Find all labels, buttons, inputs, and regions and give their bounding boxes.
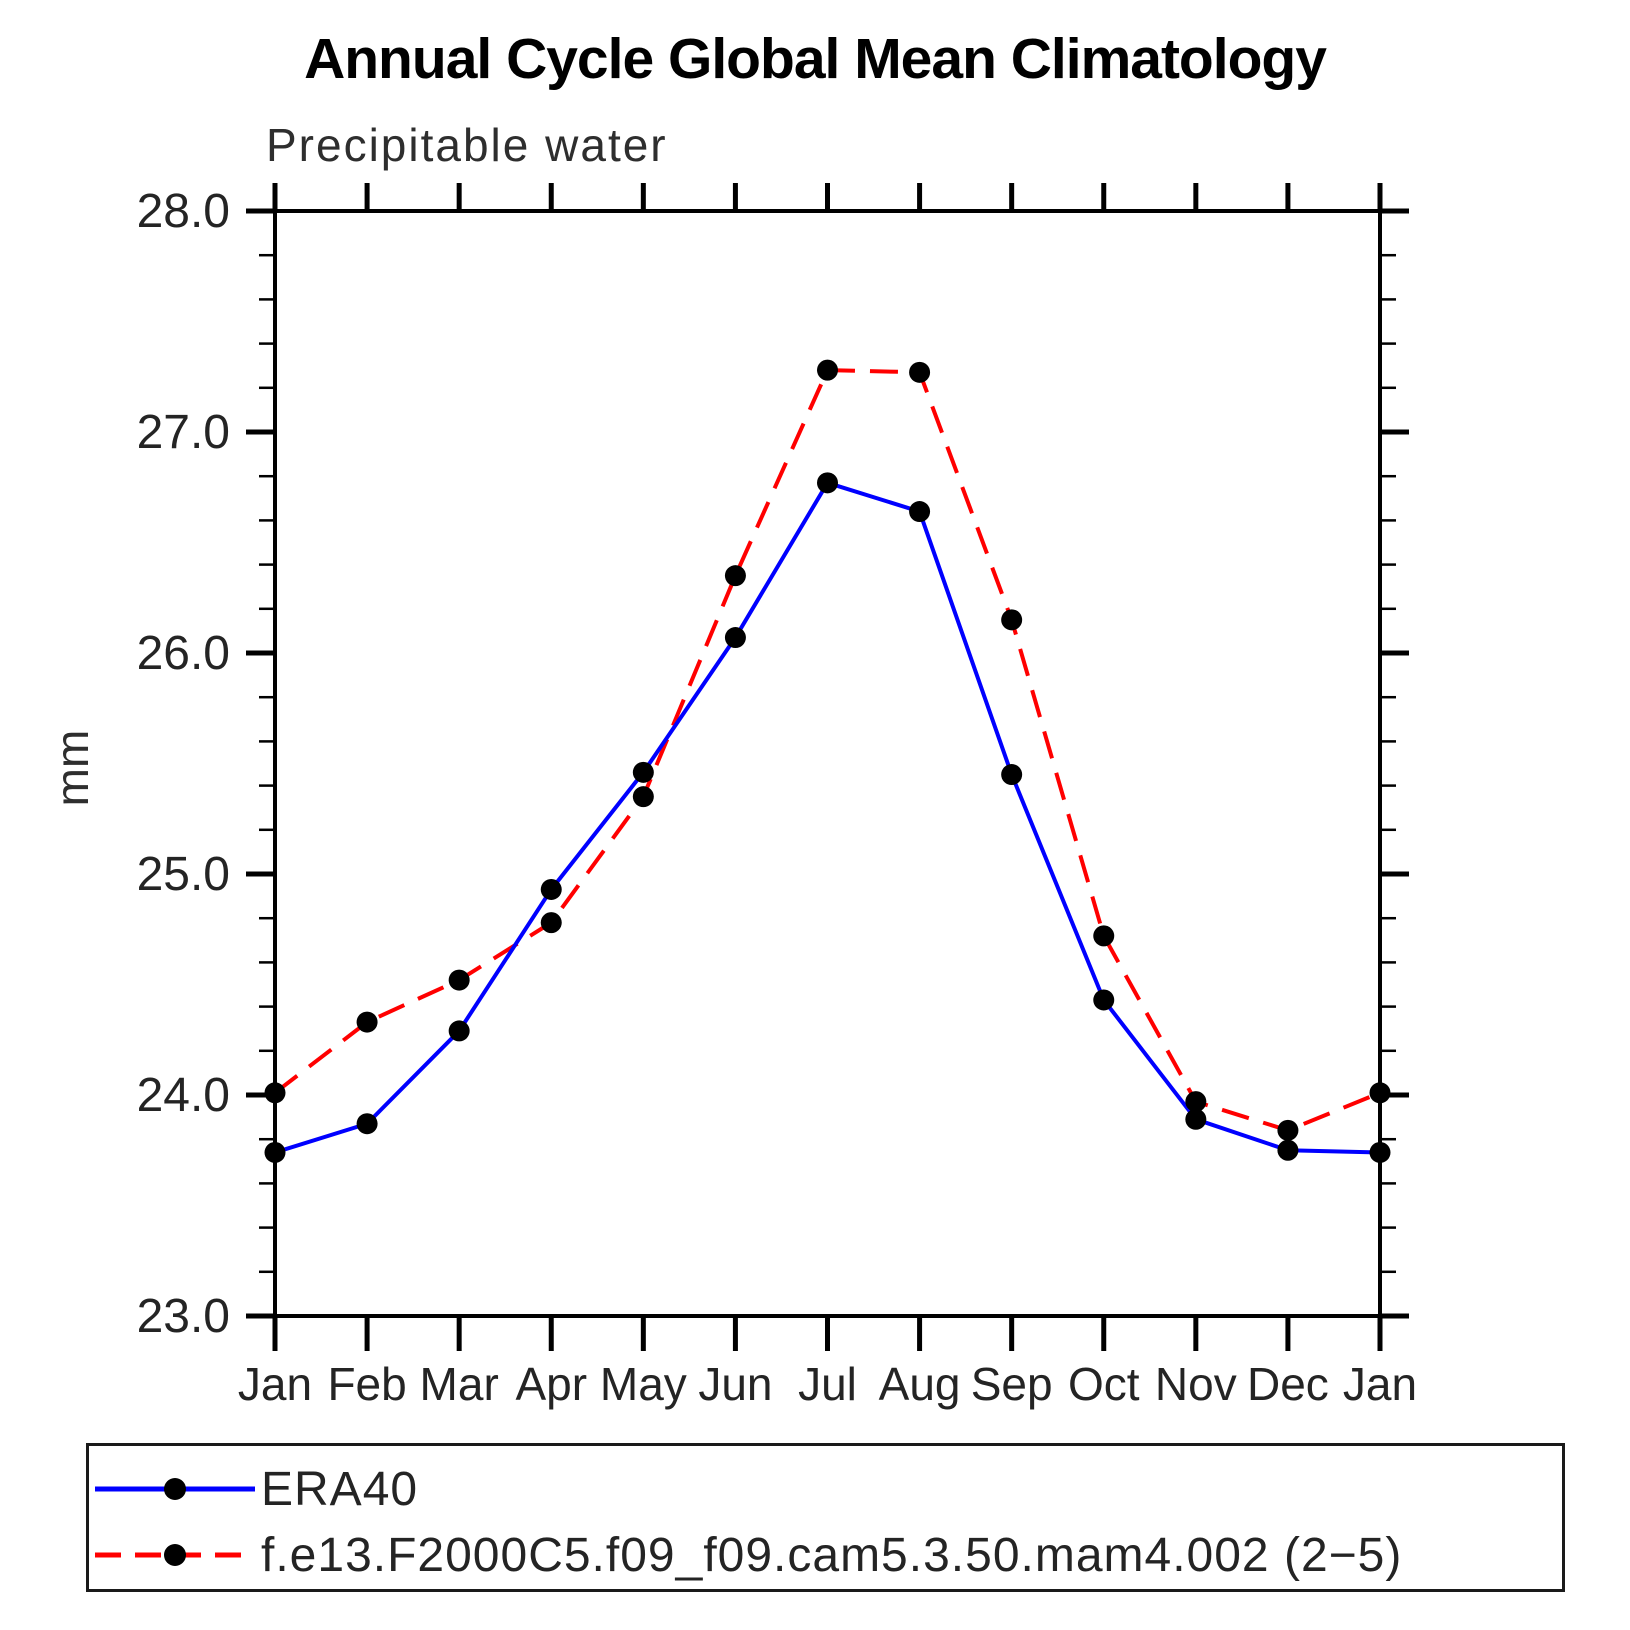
legend-line-sample-era40 (95, 1478, 255, 1500)
chart-subtitle: Precipitable water (266, 119, 668, 171)
legend-label-model: f.e13.F2000C5.f09_f09.cam5.3.50.mam4.002… (261, 1528, 1403, 1582)
y-tick-label: 27.0 (137, 406, 230, 459)
series-marker-era40 (1369, 1141, 1391, 1163)
x-tick-label: Sep (971, 1358, 1053, 1410)
y-tick-label: 23.0 (137, 1290, 230, 1343)
legend-label-era40: ERA40 (261, 1462, 419, 1516)
series-line-era40 (274, 480, 1381, 1155)
series-marker-era40 (817, 472, 838, 494)
chart-title: Annual Cycle Global Mean Climatology (304, 27, 1327, 91)
series-marker-model (1277, 1119, 1299, 1141)
legend-row-model: f.e13.F2000C5.f09_f09.cam5.3.50.mam4.002… (95, 1529, 1402, 1582)
legend-row-era40: ERA40 (95, 1463, 418, 1516)
x-tick-label: Oct (1068, 1358, 1140, 1410)
y-tick-label: 28.0 (137, 185, 230, 238)
x-tick-label: Dec (1247, 1358, 1329, 1410)
series-marker-model (540, 912, 562, 934)
legend-marker-model (164, 1544, 186, 1566)
x-tick-label: Nov (1155, 1358, 1237, 1410)
series-marker-model (632, 786, 654, 808)
series-marker-model (817, 359, 838, 381)
series-marker-model (264, 1082, 286, 1104)
series-marker-era40 (264, 1141, 286, 1163)
series-marker-era40 (1277, 1139, 1299, 1161)
x-tick-label: Jan (238, 1358, 312, 1410)
x-tick-label: Apr (515, 1358, 587, 1410)
x-tick-label: Jan (1343, 1358, 1417, 1410)
x-tick-label: Jun (698, 1358, 772, 1410)
series-marker-model (1093, 925, 1115, 947)
x-tick-label: Feb (327, 1358, 406, 1410)
legend-marker-era40 (164, 1478, 186, 1500)
legend-box: ERA40 f.e13.F2000C5.f09_f09.cam5.3.50.ma… (86, 1443, 1565, 1592)
series-marker-model (1185, 1091, 1207, 1113)
series-marker-era40 (540, 878, 562, 900)
series-marker-era40 (632, 761, 654, 783)
x-tick-label: Jul (798, 1358, 857, 1410)
x-tick-label: May (600, 1358, 687, 1410)
series-marker-model (1001, 609, 1023, 631)
x-tick-label: Aug (879, 1358, 961, 1410)
x-tick-label: Mar (420, 1358, 499, 1410)
series-marker-model (909, 361, 931, 383)
series-marker-era40 (1001, 764, 1023, 786)
series-marker-era40 (1185, 1108, 1207, 1130)
series-marker-model (448, 969, 470, 991)
series-marker-era40 (724, 627, 746, 649)
series-marker-model (1369, 1082, 1391, 1104)
y-tick-label: 26.0 (137, 627, 230, 680)
series-marker-era40 (356, 1113, 378, 1135)
series-marker-era40 (909, 501, 931, 523)
series-marker-model (724, 565, 746, 587)
legend-line-sample-model (95, 1544, 255, 1566)
y-tick-label: 25.0 (137, 848, 230, 901)
y-tick-label: 24.0 (137, 1069, 230, 1122)
series-marker-model (356, 1011, 378, 1033)
series-marker-era40 (1093, 989, 1115, 1011)
series-marker-era40 (448, 1020, 470, 1042)
